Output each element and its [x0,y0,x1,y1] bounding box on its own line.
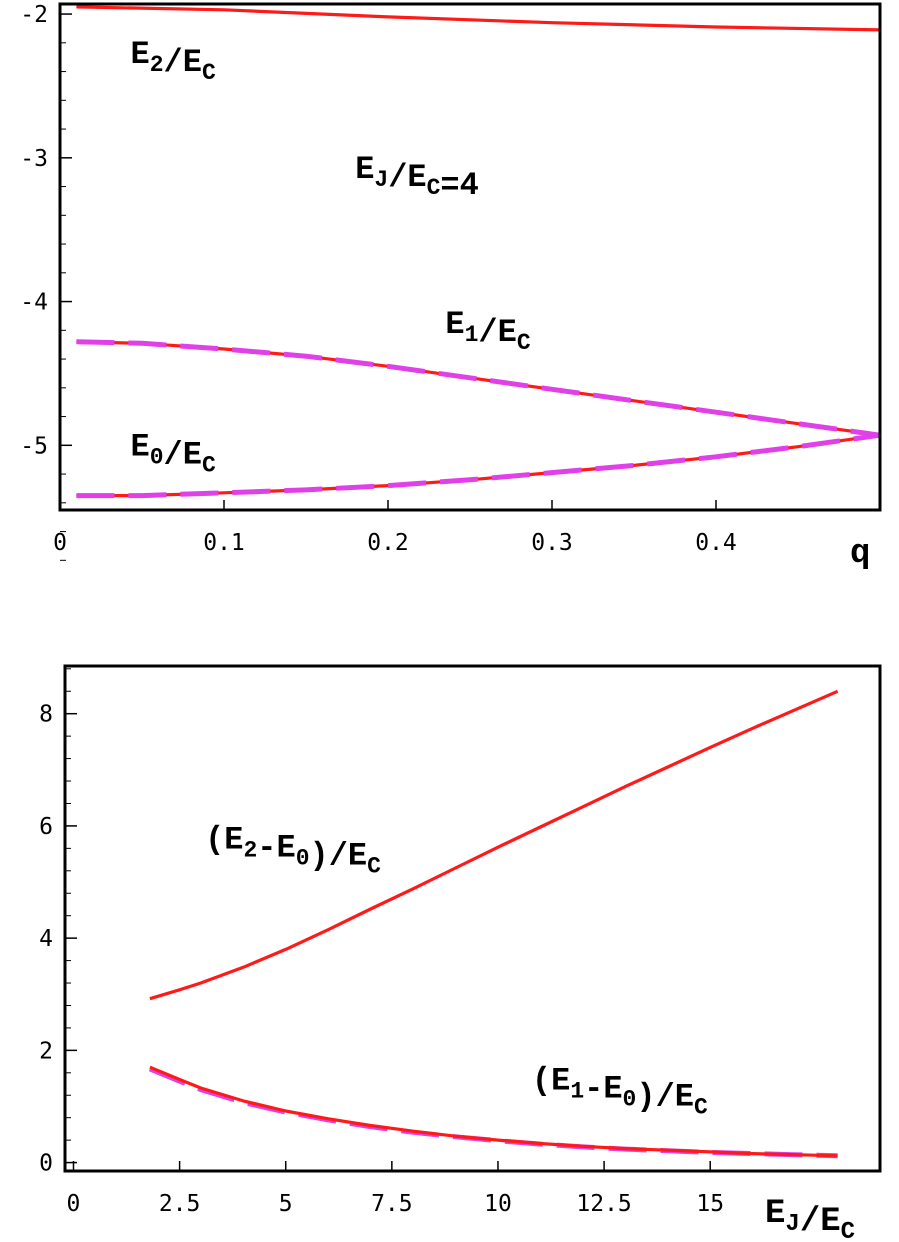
y-tick-label: 6 [39,814,53,840]
x-tick-label: 0 [67,1191,81,1217]
y-tick-label: -3 [20,146,48,172]
series-line-3 [76,339,881,438]
x-tick-label: 0.4 [695,530,737,556]
x-axis-label: q [850,535,870,573]
series-line-5 [76,432,881,499]
x-tick-label: 10 [484,1191,512,1217]
energy-gap-vs-ej-chart: 0 2.5 5 7.5 10 12.5 15 0 2 4 6 8 (E2-E0)/EC (E1-E0)/… [39,664,882,1242]
curve-annotation: (E2-E0)/EC [205,821,381,879]
x-axis-label: EJ/EC [765,1195,855,1242]
series-line-3 [149,1065,838,1158]
y-tick-label: 0 [39,1151,53,1177]
y-tick-label: 8 [39,702,53,728]
curve-annotation: E2/EC [131,36,216,86]
x-tick-label: 15 [696,1191,724,1217]
plot-frame [63,664,882,1173]
energy-vs-q-chart: 0 0.1 0.2 0.3 0.4 -2 -3 -4 -5 E2/EC EJ/EC=4 E1/EC E… [20,2,882,573]
x-tick-label: 0.1 [203,530,245,556]
curve-annotation: E0/EC [131,428,216,478]
series-line-1 [149,689,839,1001]
curve-annotation: (E1-E0)/EC [532,1063,708,1121]
x-tick-label: 0.2 [367,530,409,556]
x-tick-label: 2.5 [159,1191,201,1217]
y-tick-label: -2 [20,2,48,28]
series-line-1 [76,5,881,32]
y-tick-label: -5 [20,433,48,459]
x-tick-label: 5 [279,1191,293,1217]
y-tick-label: -4 [20,290,48,316]
x-tick-label: 0 [53,530,67,556]
x-tick-label: 7.5 [371,1191,413,1217]
curve-annotation: E1/EC [445,306,530,356]
series-line-2 [76,340,881,437]
series-line-2 [148,1066,838,1159]
y-tick-label: 2 [39,1038,53,1064]
x-tick-label: 0.3 [531,530,573,556]
curve-annotation: EJ/EC=4 [355,151,479,204]
y-tick-label: 4 [39,926,53,952]
plot-frame [58,2,882,512]
x-tick-label: 12.5 [576,1191,631,1217]
